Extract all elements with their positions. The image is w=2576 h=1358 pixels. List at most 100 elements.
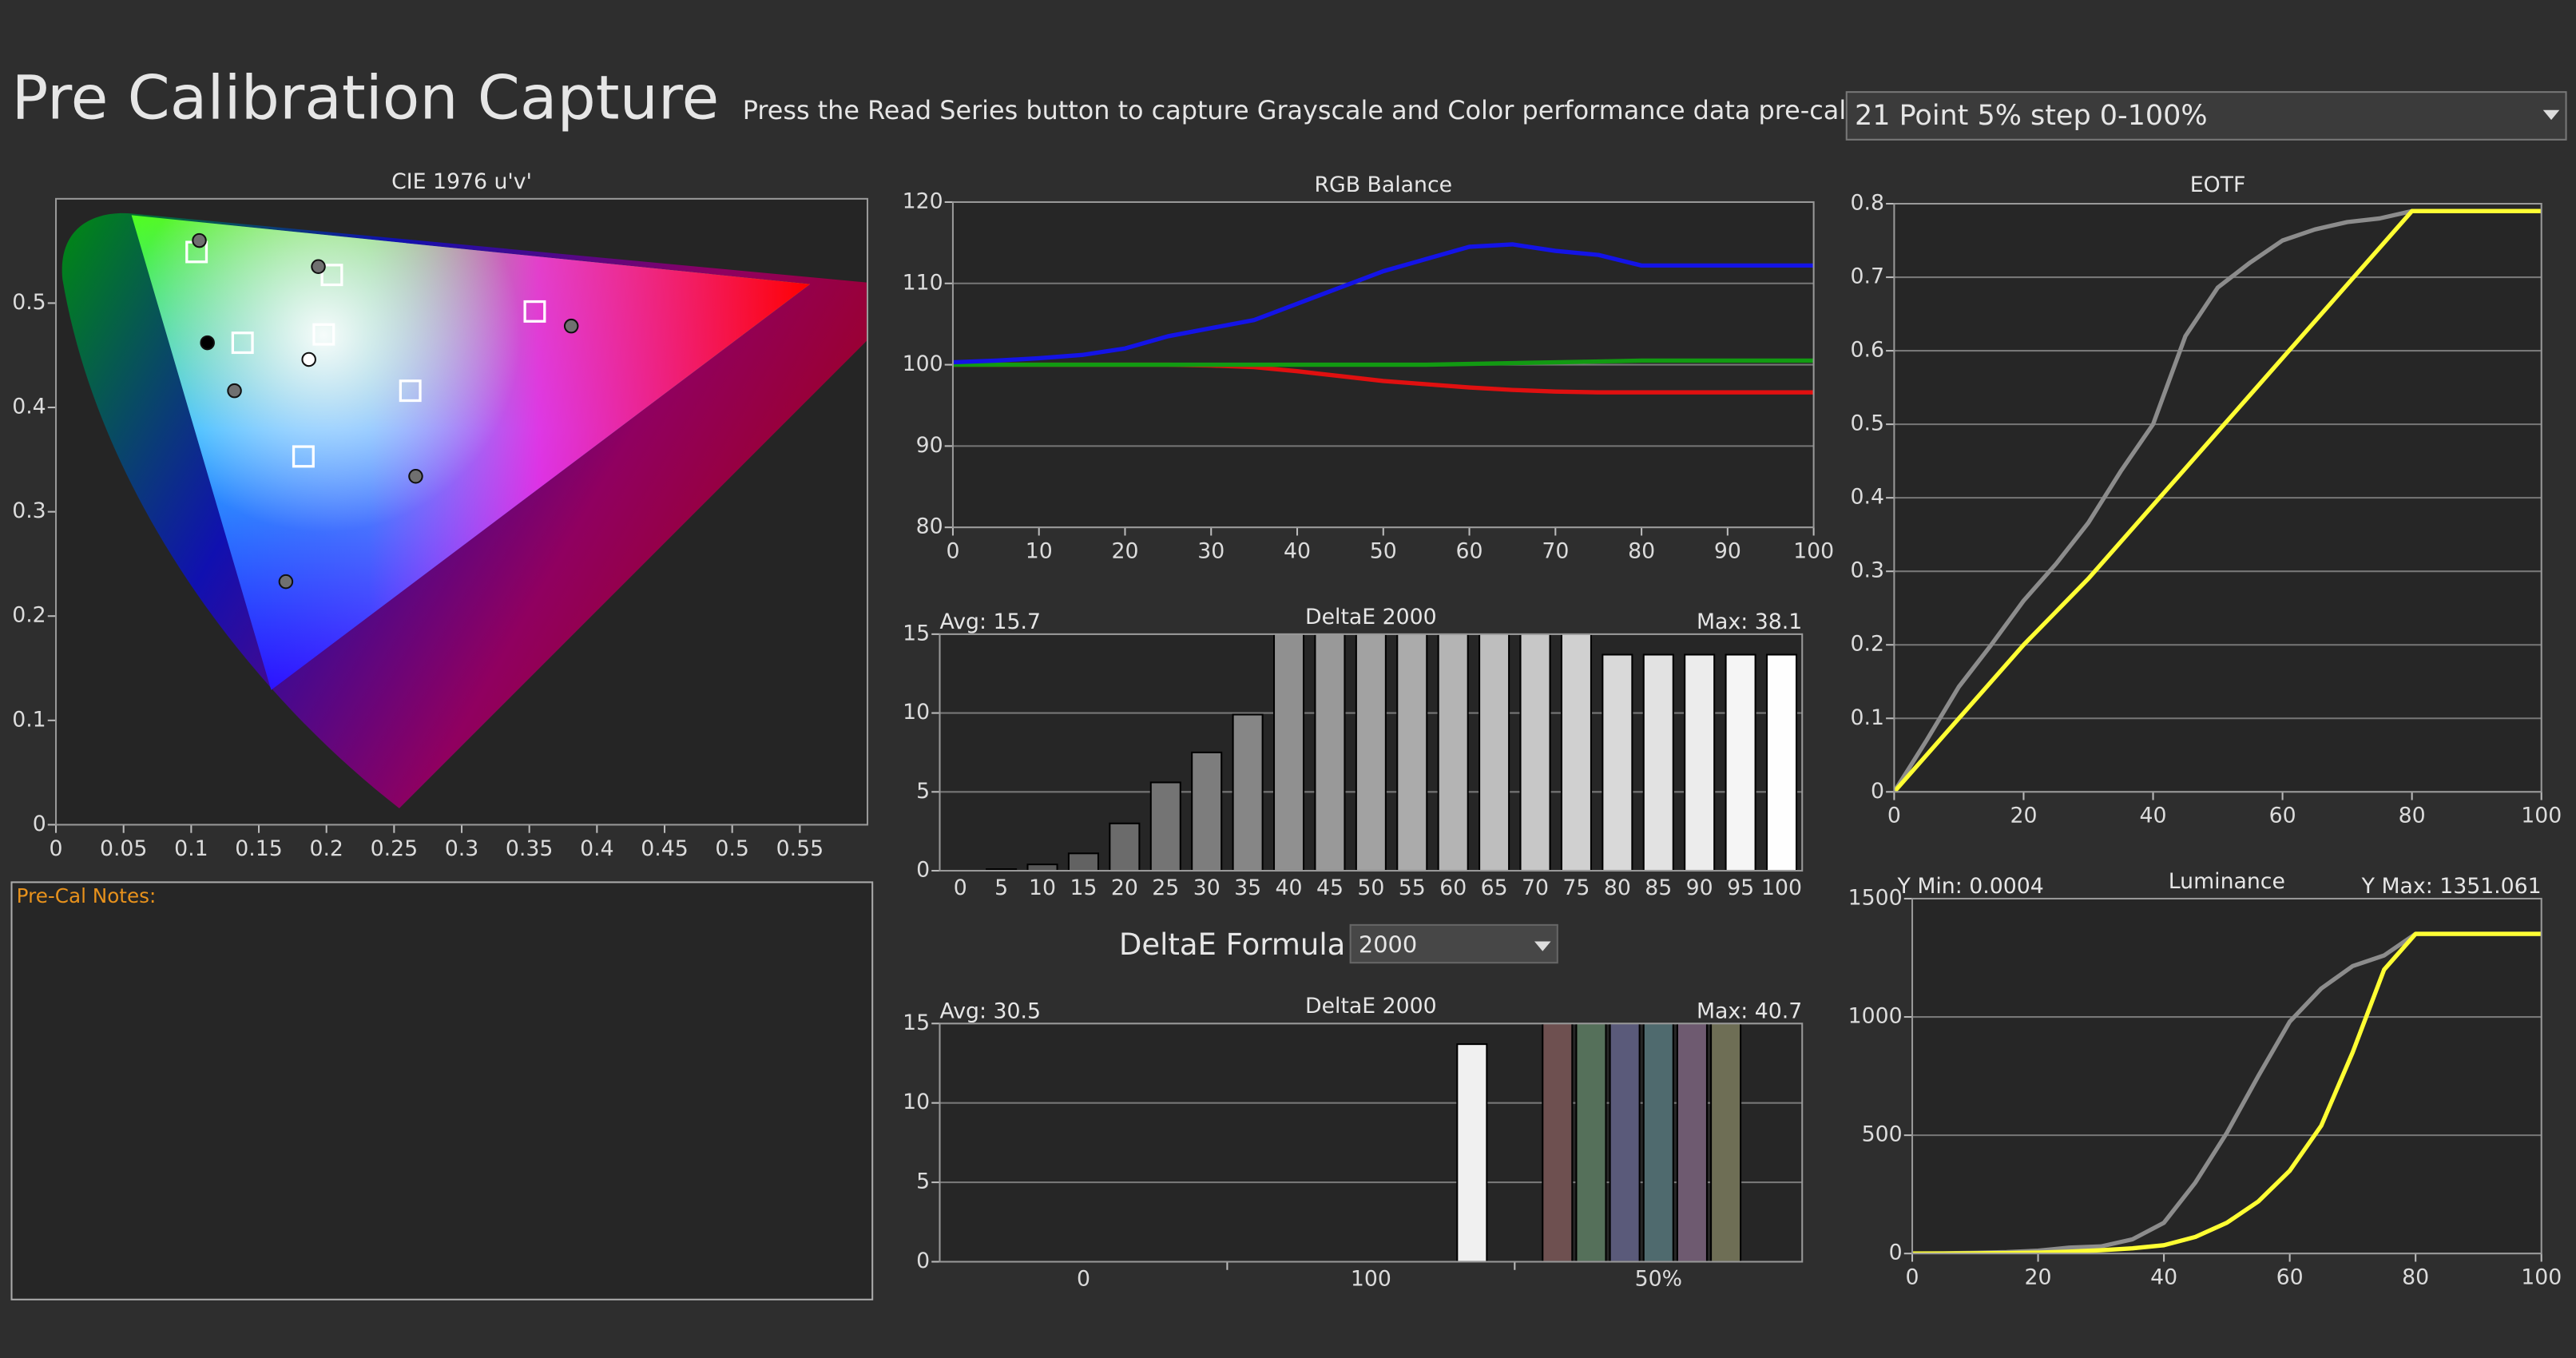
- measured-point: [200, 335, 215, 351]
- x-tick-label: 90: [1714, 539, 1741, 564]
- x-tick-label: 30: [1193, 876, 1221, 900]
- chart-title: RGB Balance: [1314, 173, 1452, 197]
- series-line: [1894, 208, 2542, 792]
- notes-box[interactable]: [10, 881, 874, 1300]
- x-tick-label: 50: [1370, 539, 1397, 564]
- y-tick-label: 5: [916, 779, 930, 804]
- x-tick-label: 0.3: [445, 836, 479, 861]
- x-tick-label: 50%: [1635, 1267, 1682, 1292]
- plot-frame: [55, 197, 869, 826]
- y-tick-label: 110: [903, 270, 943, 295]
- annotation: Y Min: 0.0004: [1897, 874, 2044, 899]
- instruction: Press the Read Series button to capture …: [743, 95, 1952, 125]
- y-tick-label: 100: [903, 351, 943, 376]
- measured-point: [192, 232, 207, 248]
- y-tick-label: 0.8: [1851, 191, 1885, 216]
- x-tick-label: 60: [2269, 804, 2296, 828]
- bar: [1456, 1043, 1488, 1262]
- plot-bg: [1912, 898, 2542, 1254]
- y-tick-label: 500: [1862, 1122, 1903, 1147]
- bar: [1676, 1023, 1708, 1262]
- x-tick-label: 0: [1906, 1265, 1919, 1290]
- x-tick-label: 80: [1628, 539, 1655, 564]
- page-title: Pre Calibration Capture: [12, 62, 720, 133]
- bar: [1026, 864, 1058, 872]
- bar: [1191, 751, 1223, 872]
- bar: [1609, 1023, 1641, 1262]
- y-tick-label: 0.5: [12, 290, 46, 315]
- y-tick-label: 0: [1871, 779, 1884, 804]
- x-tick-label: 0.5: [715, 836, 749, 861]
- bar: [1710, 1023, 1742, 1262]
- x-tick-label: 100: [2521, 804, 2562, 828]
- annotation: Avg: 15.7: [939, 610, 1040, 634]
- y-tick-label: 0.2: [1851, 632, 1885, 657]
- plot: [1894, 204, 2542, 792]
- x-tick-label: 0: [946, 539, 959, 564]
- x-tick-label: 0.2: [309, 836, 343, 861]
- y-tick-label: 0.3: [1851, 558, 1885, 583]
- bar: [1272, 633, 1305, 872]
- chart-title: CIE 1976 u'v': [391, 169, 532, 194]
- plot: [185, 232, 579, 590]
- bar: [1519, 633, 1551, 872]
- bar: [1575, 1023, 1607, 1262]
- bar: [1542, 1023, 1574, 1262]
- y-tick-label: 0.4: [12, 395, 46, 419]
- x-tick-label: 80: [1604, 876, 1631, 900]
- x-tick-label: 20: [2025, 1265, 2052, 1290]
- x-tick-label: 100: [1351, 1267, 1391, 1292]
- x-tick-label: 10: [1026, 539, 1053, 564]
- chart-title: EOTF: [2190, 173, 2246, 197]
- measured-point: [278, 574, 294, 590]
- bar: [1232, 713, 1264, 872]
- notes-label: Pre-Cal Notes:: [17, 884, 157, 907]
- y-tick-label: 0.7: [1851, 264, 1885, 289]
- y-tick-label: 80: [916, 514, 943, 539]
- plot-frame: [1893, 202, 2542, 793]
- formula-value: 2000: [1359, 931, 1417, 959]
- y-tick-label: 5: [916, 1169, 930, 1194]
- y-tick-label: 15: [903, 621, 930, 645]
- x-tick-label: 55: [1399, 876, 1426, 900]
- x-tick-label: 0.4: [580, 836, 614, 861]
- y-tick-label: 0: [916, 858, 930, 883]
- dropdown-arrow: [1534, 941, 1551, 951]
- x-tick-label: 15: [1070, 876, 1097, 900]
- y-tick-label: 15: [903, 1011, 930, 1035]
- y-tick-label: 0.5: [1851, 411, 1885, 436]
- y-tick-label: 1500: [1848, 885, 1903, 910]
- x-tick-label: 75: [1562, 876, 1590, 900]
- x-tick-label: 0.15: [235, 836, 283, 861]
- y-tick-label: 90: [916, 433, 943, 458]
- y-tick-label: 0.4: [1851, 485, 1885, 510]
- target-point: [292, 445, 315, 468]
- gamut-diagram: [62, 212, 868, 808]
- chart-title: Luminance: [2169, 869, 2285, 894]
- chart-title: DeltaE 2000: [1305, 994, 1437, 1018]
- x-tick-label: 5: [994, 876, 1008, 900]
- y-tick-label: 0.6: [1851, 338, 1885, 363]
- x-tick-label: 35: [1234, 876, 1261, 900]
- x-tick-label: 45: [1316, 876, 1344, 900]
- x-tick-label: 0.1: [174, 836, 208, 861]
- y-tick-label: 1000: [1848, 1004, 1903, 1029]
- target-point: [399, 379, 422, 403]
- x-tick-label: 0: [954, 876, 967, 900]
- target-point: [312, 323, 335, 346]
- x-tick-label: 0.35: [506, 836, 554, 861]
- x-tick-label: 0: [50, 836, 63, 861]
- x-tick-label: 60: [1456, 539, 1483, 564]
- x-tick-label: 80: [2399, 804, 2426, 828]
- formula-dropdown[interactable]: [1349, 923, 1558, 964]
- x-tick-label: 20: [1111, 539, 1138, 564]
- x-tick-label: 40: [2140, 804, 2167, 828]
- x-tick-label: 100: [1793, 539, 1834, 564]
- x-tick-label: 0.25: [371, 836, 419, 861]
- x-tick-label: 60: [1439, 876, 1467, 900]
- series-dropdown[interactable]: [1845, 91, 2567, 141]
- y-tick-label: 0.2: [12, 603, 46, 628]
- bar: [1437, 633, 1469, 872]
- bar: [1725, 653, 1756, 872]
